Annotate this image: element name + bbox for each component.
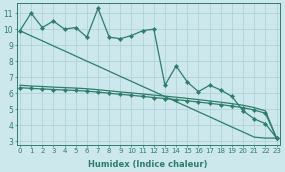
X-axis label: Humidex (Indice chaleur): Humidex (Indice chaleur) xyxy=(88,159,208,169)
